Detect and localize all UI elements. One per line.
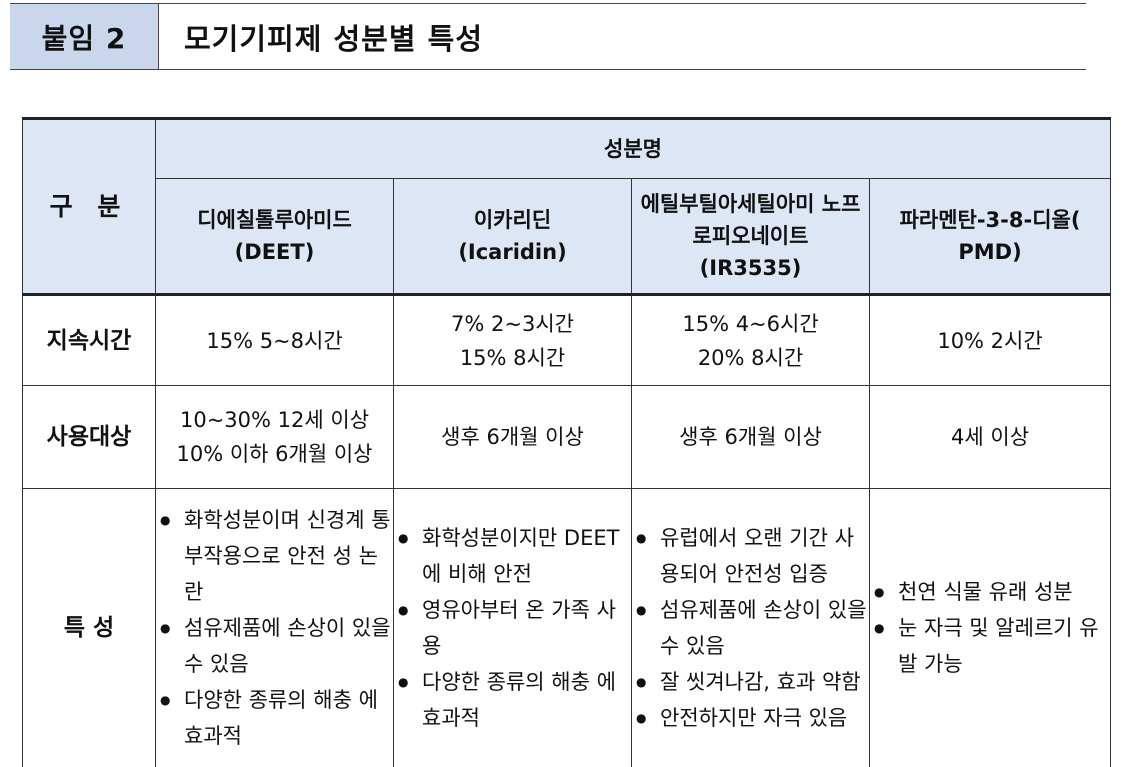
ingredient-header-pmd: 파라멘탄-3-8-디올( PMD) [868,178,1112,296]
list-item: 영유아부터 온 가족 사용 [398,592,631,664]
appendix-tag: 붙임 2 [10,4,159,69]
page-title: 모기기피제 성분별 특성 [184,21,483,56]
list-item: 잘 씻겨나감, 효과 약함 [636,664,869,700]
list-item: 눈 자극 및 알레르기 유발 가능 [874,610,1110,682]
target-icaridin: 생후 6개월 이상 [393,385,632,489]
ingredient-name-row: 디에칠톨루아미드 (DEET) 이카리딘 (Icaridin) 에틸부틸아세틸아… [23,178,1112,296]
list-item: 천연 식물 유래 성분 [874,574,1110,610]
target-label: 사용대상 [22,385,156,489]
table-header-row: 구 분 성분명 [22,117,1112,296]
features-icaridin: 화학성분이지만 DEET에 비해 안전 영유아부터 온 가족 사용 다양한 종류… [393,488,632,767]
features-label: 특 성 [22,488,156,767]
features-pmd: 천연 식물 유래 성분 눈 자극 및 알레르기 유발 가능 [868,488,1112,767]
list-item: 섬유제품에 손상이 있을 수 있음 [160,610,393,682]
duration-icaridin: 7% 2~3시간 15% 8시간 [393,294,632,386]
duration-deet: 15% 5~8시간 [155,294,394,386]
target-deet: 10~30% 12세 이상 10% 이하 6개월 이상 [155,385,394,489]
duration-pmd: 10% 2시간 [868,294,1112,386]
features-row: 특 성 화학성분이며 신경계 통 부작용으로 안전 성 논란 섬유제품에 손상이… [22,488,1112,767]
list-item: 다양한 종류의 해충 에 효과적 [160,682,393,754]
duration-row: 지속시간 15% 5~8시간 7% 2~3시간 15% 8시간 15% 4~6시… [22,294,1112,386]
list-item: 화학성분이지만 DEET에 비해 안전 [398,520,631,592]
list-item: 유럽에서 오랜 기간 사용되어 안전성 입증 [636,520,869,592]
duration-label: 지속시간 [22,294,156,386]
target-ir3535: 생후 6개월 이상 [631,385,870,489]
ingredient-group-header: 성분명 [154,117,1112,179]
ingredient-table: 구 분 성분명 디에칠톨루아미드 (DEET) 이카리딘 (Icaridin) … [22,117,1112,767]
ingredient-header-icaridin: 이카리딘 (Icaridin) [393,178,632,296]
category-header: 구 분 [22,117,156,296]
target-pmd: 4세 이상 [868,385,1112,489]
features-deet: 화학성분이며 신경계 통 부작용으로 안전 성 논란 섬유제품에 손상이 있을 … [155,488,394,767]
duration-ir3535: 15% 4~6시간 20% 8시간 [631,294,870,386]
list-item: 화학성분이며 신경계 통 부작용으로 안전 성 논란 [160,502,393,610]
ingredient-header-ir3535: 에틸부틸아세틸아미 노프로피오네이트 (IR3535) [631,178,870,296]
features-ir3535: 유럽에서 오랜 기간 사용되어 안전성 입증 섬유제품에 손상이 있을 수 있음… [631,488,870,767]
list-item: 다양한 종류의 해충 에 효과적 [398,664,631,736]
target-row: 사용대상 10~30% 12세 이상 10% 이하 6개월 이상 생후 6개월 … [22,385,1112,489]
list-item: 안전하지만 자극 있음 [636,700,869,736]
header-top-rule [10,3,1086,4]
list-item: 섬유제품에 손상이 있을 수 있음 [636,592,869,664]
ingredient-header-deet: 디에칠톨루아미드 (DEET) [155,178,394,296]
header-bottom-rule [10,69,1086,70]
